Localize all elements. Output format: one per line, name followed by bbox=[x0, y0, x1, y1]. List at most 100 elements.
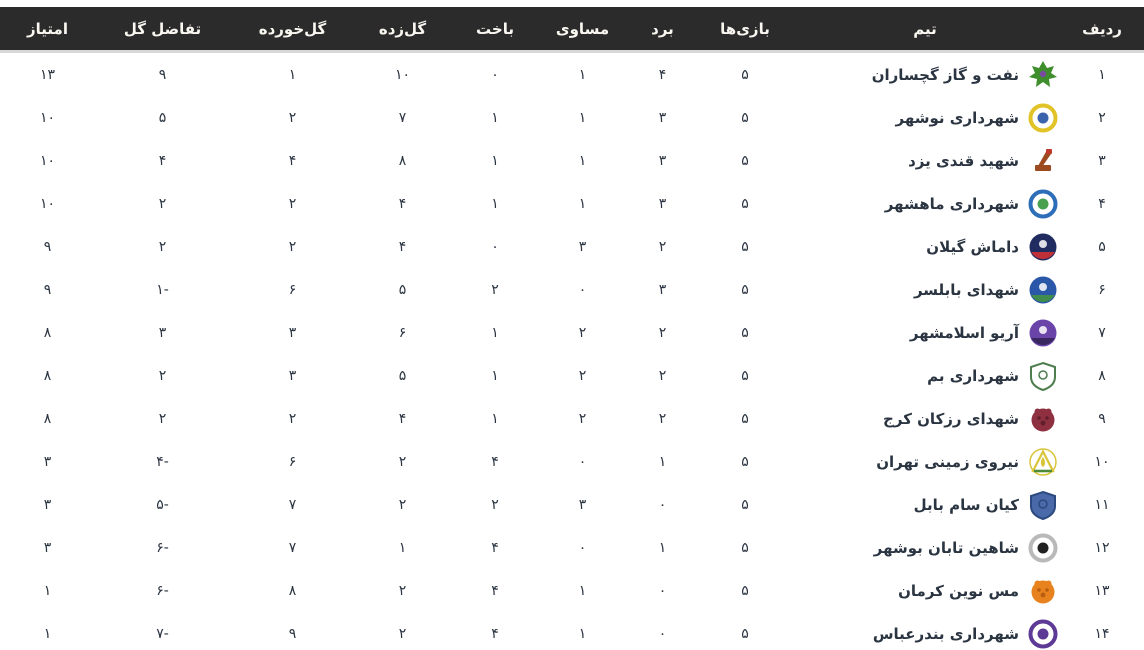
wins-cell: ۰ bbox=[625, 569, 700, 612]
wins-cell: ۲ bbox=[625, 225, 700, 268]
team-cell[interactable]: شهرداری بم bbox=[790, 354, 1060, 397]
rank-value: ۱۴ bbox=[1094, 625, 1110, 642]
goals-for-cell: ۲ bbox=[355, 569, 450, 612]
team-cell[interactable]: آریو اسلامشهر bbox=[790, 311, 1060, 354]
rank-value: ۴ bbox=[1098, 195, 1106, 212]
rank-cell: ۱۰ bbox=[1060, 440, 1144, 483]
team-logo-icon bbox=[1028, 490, 1058, 520]
losses-cell: ۱ bbox=[450, 139, 540, 182]
team-logo-icon bbox=[1028, 404, 1058, 434]
goals-for-cell: ۸ bbox=[355, 139, 450, 182]
team-name: شاهین تابان بوشهر bbox=[873, 538, 1019, 557]
goals-against-cell: ۷ bbox=[230, 526, 355, 569]
team-logo-icon bbox=[1028, 619, 1058, 649]
team-name: کیان سام بابل bbox=[913, 495, 1019, 514]
table-row: ۹ شهدای رزکان کرج ۵ ۲ ۲ ۱ ۴ ۲ ۲ ۸ bbox=[0, 397, 1144, 440]
points-cell: ۸ bbox=[0, 354, 95, 397]
rank-cell: ۹ bbox=[1060, 397, 1144, 440]
losses-cell: ۴ bbox=[450, 526, 540, 569]
team-cell[interactable]: نفت و گاز گچساران bbox=[790, 51, 1060, 96]
goals-against-cell: ۴ bbox=[230, 139, 355, 182]
team-cell[interactable]: شهید قندی یزد bbox=[790, 139, 1060, 182]
rank-cell: ۴ bbox=[1060, 182, 1144, 225]
losses-cell: ۱ bbox=[450, 182, 540, 225]
points-cell: ۳ bbox=[0, 483, 95, 526]
rank-cell: ۱۳ bbox=[1060, 569, 1144, 612]
col-header-games: بازی‌ها bbox=[700, 7, 790, 53]
losses-cell: ۱ bbox=[450, 96, 540, 139]
team-logo-icon bbox=[1028, 232, 1058, 262]
games-cell: ۵ bbox=[700, 225, 790, 268]
losses-cell: ۰ bbox=[450, 225, 540, 268]
team-name: آریو اسلامشهر bbox=[909, 323, 1019, 342]
rank-cell: ۸ bbox=[1060, 354, 1144, 397]
draws-cell: ۲ bbox=[540, 397, 625, 440]
team-name: شهرداری ماهشهر bbox=[884, 194, 1019, 213]
rank-value: ۱ bbox=[1098, 66, 1106, 83]
team-cell[interactable]: شهرداری ماهشهر bbox=[790, 182, 1060, 225]
team-logo-icon bbox=[1028, 60, 1058, 90]
rank-cell: ۷ bbox=[1060, 311, 1144, 354]
table-row: ۱۰ نیروی زمینی تهران ۵ ۱ ۰ ۴ ۲ ۶ ۴- ۳ bbox=[0, 440, 1144, 483]
goals-for-cell: ۲ bbox=[355, 612, 450, 650]
col-header-goals-against: گل‌خورده bbox=[230, 7, 355, 53]
losses-cell: ۴ bbox=[450, 569, 540, 612]
rank-value: ۱۲ bbox=[1094, 539, 1110, 556]
goals-against-cell: ۸ bbox=[230, 569, 355, 612]
goal-diff-cell: ۴- bbox=[95, 440, 230, 483]
team-logo-icon bbox=[1028, 533, 1058, 563]
losses-cell: ۲ bbox=[450, 483, 540, 526]
goal-diff-cell: ۱- bbox=[95, 268, 230, 311]
losses-cell: ۱ bbox=[450, 311, 540, 354]
goals-for-cell: ۴ bbox=[355, 397, 450, 440]
draws-cell: ۱ bbox=[540, 96, 625, 139]
rank-value: ۵ bbox=[1098, 238, 1106, 255]
team-cell[interactable]: مس نوین کرمان bbox=[790, 569, 1060, 612]
team-cell[interactable]: شهرداری نوشهر bbox=[790, 96, 1060, 139]
team-cell[interactable]: داماش گیلان bbox=[790, 225, 1060, 268]
goals-against-cell: ۷ bbox=[230, 483, 355, 526]
losses-cell: ۰ bbox=[450, 51, 540, 96]
team-cell[interactable]: شاهین تابان بوشهر bbox=[790, 526, 1060, 569]
points-cell: ۱ bbox=[0, 612, 95, 650]
draws-cell: ۰ bbox=[540, 268, 625, 311]
wins-cell: ۰ bbox=[625, 483, 700, 526]
table-row: ۱۳ مس نوین کرمان ۵ ۰ ۱ ۴ ۲ ۸ ۶- ۱ bbox=[0, 569, 1144, 612]
rank-cell: ۱۲ bbox=[1060, 526, 1144, 569]
team-cell[interactable]: شهرداری بندرعباس bbox=[790, 612, 1060, 650]
rank-value: ۸ bbox=[1098, 367, 1106, 384]
rank-cell: ۶ bbox=[1060, 268, 1144, 311]
losses-cell: ۱ bbox=[450, 397, 540, 440]
goals-for-cell: ۴ bbox=[355, 225, 450, 268]
team-name: شهدای بابلسر bbox=[913, 280, 1019, 299]
goals-against-cell: ۳ bbox=[230, 354, 355, 397]
losses-cell: ۲ bbox=[450, 268, 540, 311]
table-row: ۱۱ کیان سام بابل ۵ ۰ ۳ ۲ ۲ ۷ ۵- ۳ bbox=[0, 483, 1144, 526]
team-cell[interactable]: نیروی زمینی تهران bbox=[790, 440, 1060, 483]
team-logo-icon bbox=[1028, 275, 1058, 305]
goal-diff-cell: ۲ bbox=[95, 397, 230, 440]
points-cell: ۹ bbox=[0, 225, 95, 268]
goals-for-cell: ۵ bbox=[355, 354, 450, 397]
draws-cell: ۲ bbox=[540, 354, 625, 397]
goal-diff-cell: ۹ bbox=[95, 51, 230, 96]
points-cell: ۳ bbox=[0, 440, 95, 483]
games-cell: ۵ bbox=[700, 612, 790, 650]
wins-cell: ۱ bbox=[625, 526, 700, 569]
draws-cell: ۱ bbox=[540, 139, 625, 182]
rank-cell: ۵ bbox=[1060, 225, 1144, 268]
games-cell: ۵ bbox=[700, 139, 790, 182]
team-cell[interactable]: شهدای رزکان کرج bbox=[790, 397, 1060, 440]
team-name: نفت و گاز گچساران bbox=[871, 65, 1019, 84]
draws-cell: ۱ bbox=[540, 569, 625, 612]
rank-cell: ۳ bbox=[1060, 139, 1144, 182]
table-header: ردیف تیم بازی‌ها برد مساوی باخت گل‌زده گ… bbox=[0, 7, 1144, 53]
points-cell: ۱۰ bbox=[0, 139, 95, 182]
goal-diff-cell: ۳ bbox=[95, 311, 230, 354]
team-cell[interactable]: شهدای بابلسر bbox=[790, 268, 1060, 311]
games-cell: ۵ bbox=[700, 96, 790, 139]
draws-cell: ۰ bbox=[540, 526, 625, 569]
team-cell[interactable]: کیان سام بابل bbox=[790, 483, 1060, 526]
goals-against-cell: ۲ bbox=[230, 225, 355, 268]
